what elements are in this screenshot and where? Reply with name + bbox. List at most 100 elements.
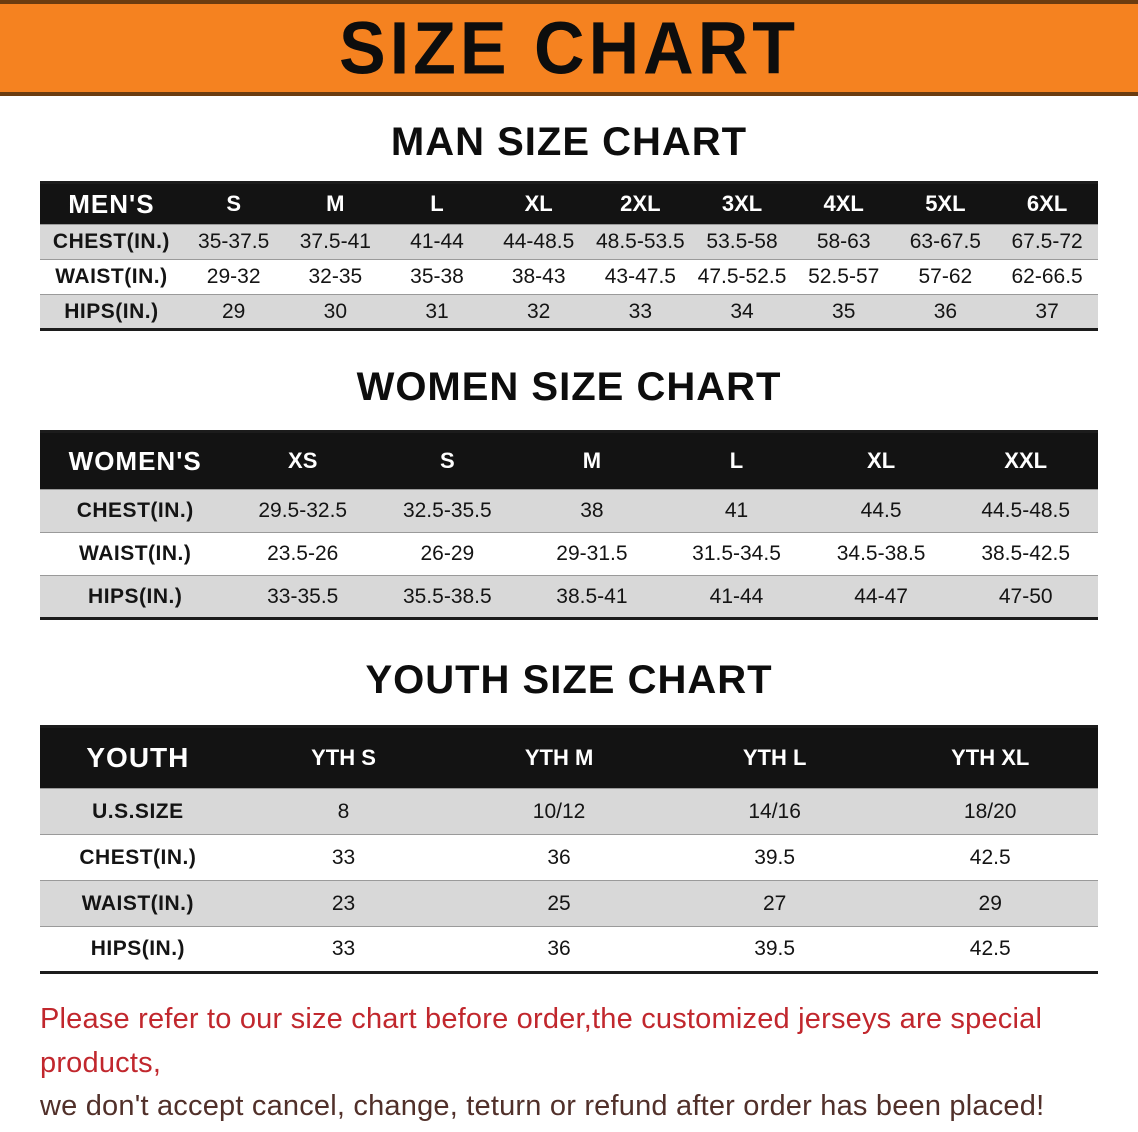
men-chest-in-4xl: 58-63 — [792, 224, 895, 260]
women-waist-in-xs: 23.5-26 — [230, 532, 376, 576]
women-hips-in-s: 35.5-38.5 — [375, 575, 520, 619]
women-waist-in-l: 31.5-34.5 — [664, 532, 809, 576]
men-chest-in-6xl: 67.5-72 — [996, 224, 1098, 260]
men-hips-in-xl: 32 — [487, 294, 590, 330]
youth-row-label-hips-in: HIPS(IN.) — [40, 926, 236, 973]
men-chest-in-xl: 44-48.5 — [487, 224, 590, 260]
men-row-label-chest-in: CHEST(IN.) — [40, 224, 183, 260]
women-col-xs: XS — [230, 431, 376, 490]
men-waist-in-l: 35-38 — [386, 259, 488, 295]
men-hips-in-3xl: 34 — [691, 294, 793, 330]
youth-header-row: YOUTH YTH S YTH M YTH L YTH XL — [40, 726, 1098, 789]
youth-size-table: YOUTH YTH S YTH M YTH L YTH XL U.S.SIZE 8 10/12… — [40, 725, 1098, 974]
women-size-section: WOMEN SIZE CHART WOMEN'S XS S M L XL XXL CHEST(… — [0, 365, 1138, 620]
men-waist-in-5xl: 57-62 — [894, 259, 997, 295]
women-hips-in-l: 41-44 — [664, 575, 809, 619]
women-chest-in-xxl: 44.5-48.5 — [953, 489, 1098, 533]
youth-chest-in-yth-xl: 42.5 — [882, 834, 1098, 881]
men-row-label-hips-in: HIPS(IN.) — [40, 294, 183, 330]
youth-row-label-u-s-size: U.S.SIZE — [40, 788, 236, 835]
men-hips-in-l: 31 — [386, 294, 488, 330]
youth-waist-in-yth-xl: 29 — [882, 880, 1098, 927]
youth-waist-in-yth-l: 27 — [666, 880, 883, 927]
youth-chest-in-yth-s: 33 — [235, 834, 452, 881]
men-hips-in-2xl: 33 — [589, 294, 692, 330]
men-hips-in-5xl: 36 — [894, 294, 997, 330]
men-row-hips-in: HIPS(IN.) 29 30 31 32 33 34 35 36 37 — [40, 294, 1098, 330]
women-col-xxl: XXL — [953, 431, 1098, 490]
disclaimer-line-2: we don't accept cancel, change, teturn o… — [40, 1090, 1045, 1122]
men-col-3xl: 3XL — [691, 182, 793, 225]
women-col-l: L — [664, 431, 809, 490]
men-chest-in-s: 35-37.5 — [182, 224, 285, 260]
men-size-table: MEN'S S M L XL 2XL 3XL 4XL 5XL 6XL CHEST(IN.) 35-37… — [40, 181, 1098, 331]
page-title: SIZE CHART — [339, 6, 799, 90]
men-header-row: MEN'S S M L XL 2XL 3XL 4XL 5XL 6XL — [40, 182, 1098, 225]
women-waist-in-m: 29-31.5 — [519, 532, 665, 576]
women-row-label-chest-in: CHEST(IN.) — [40, 489, 231, 533]
youth-row-chest-in: CHEST(IN.) 33 36 39.5 42.5 — [40, 834, 1098, 881]
men-row-label-waist-in: WAIST(IN.) — [40, 259, 183, 295]
men-hips-in-4xl: 35 — [792, 294, 895, 330]
women-hips-in-xs: 33-35.5 — [230, 575, 376, 619]
disclaimer-line-1: Please refer to our size chart before or… — [40, 1003, 1043, 1079]
men-col-4xl: 4XL — [792, 182, 895, 225]
women-col-s: S — [375, 431, 520, 490]
men-col-m: M — [284, 182, 387, 225]
men-chest-in-m: 37.5-41 — [284, 224, 387, 260]
women-chest-in-xs: 29.5-32.5 — [230, 489, 376, 533]
youth-row-waist-in: WAIST(IN.) 23 25 27 29 — [40, 880, 1098, 927]
men-col-s: S — [182, 182, 285, 225]
youth-col-yth-m: YTH M — [451, 726, 667, 789]
women-row-hips-in: HIPS(IN.) 33-35.5 35.5-38.5 38.5-41 41-44 44-… — [40, 575, 1098, 619]
youth-hips-in-yth-xl: 42.5 — [882, 926, 1098, 973]
youth-chest-in-yth-m: 36 — [451, 834, 667, 881]
men-col-l: L — [386, 182, 488, 225]
men-waist-in-s: 29-32 — [182, 259, 285, 295]
women-chest-in-l: 41 — [664, 489, 809, 533]
women-chest-in-m: 38 — [519, 489, 665, 533]
women-waist-in-xxl: 38.5-42.5 — [953, 532, 1098, 576]
women-chest-in-s: 32.5-35.5 — [375, 489, 520, 533]
women-waist-in-s: 26-29 — [375, 532, 520, 576]
youth-col-yth-xl: YTH XL — [882, 726, 1098, 789]
men-hips-in-6xl: 37 — [996, 294, 1098, 330]
men-hips-in-s: 29 — [182, 294, 285, 330]
men-hips-in-m: 30 — [284, 294, 387, 330]
women-row-chest-in: CHEST(IN.) 29.5-32.5 32.5-35.5 38 41 44.5 44.5… — [40, 489, 1098, 533]
men-section-heading: MAN SIZE CHART — [390, 120, 748, 164]
men-col-5xl: 5XL — [894, 182, 997, 225]
men-chest-in-3xl: 53.5-58 — [691, 224, 793, 260]
youth-hips-in-yth-l: 39.5 — [666, 926, 883, 973]
women-corner-label: WOMEN'S — [40, 431, 231, 490]
youth-row-label-waist-in: WAIST(IN.) — [40, 880, 236, 927]
men-chest-in-l: 41-44 — [386, 224, 488, 260]
men-corner-label: MEN'S — [40, 182, 183, 225]
women-header-row: WOMEN'S XS S M L XL XXL — [40, 431, 1098, 490]
youth-u-s-size-yth-l: 14/16 — [666, 788, 883, 835]
youth-corner-label: YOUTH — [40, 726, 236, 789]
men-chest-in-2xl: 48.5-53.5 — [589, 224, 692, 260]
women-hips-in-xl: 44-47 — [808, 575, 954, 619]
men-row-waist-in: WAIST(IN.) 29-32 32-35 35-38 38-43 43-47.5 47.… — [40, 259, 1098, 295]
youth-u-s-size-yth-s: 8 — [235, 788, 452, 835]
youth-hips-in-yth-m: 36 — [451, 926, 667, 973]
women-row-waist-in: WAIST(IN.) 23.5-26 26-29 29-31.5 31.5-34.5 34… — [40, 532, 1098, 576]
men-col-2xl: 2XL — [589, 182, 692, 225]
youth-row-hips-in: HIPS(IN.) 33 36 39.5 42.5 — [40, 926, 1098, 973]
men-waist-in-3xl: 47.5-52.5 — [691, 259, 793, 295]
women-size-table: WOMEN'S XS S M L XL XXL CHEST(IN.) 29.5-32.5 32.5… — [40, 430, 1098, 620]
men-col-6xl: 6XL — [996, 182, 1098, 225]
youth-u-s-size-yth-m: 10/12 — [451, 788, 667, 835]
men-waist-in-xl: 38-43 — [487, 259, 590, 295]
women-col-m: M — [519, 431, 665, 490]
youth-section-heading: YOUTH SIZE CHART — [365, 658, 773, 702]
youth-waist-in-yth-s: 23 — [235, 880, 452, 927]
men-chest-in-5xl: 63-67.5 — [894, 224, 997, 260]
men-waist-in-2xl: 43-47.5 — [589, 259, 692, 295]
men-waist-in-4xl: 52.5-57 — [792, 259, 895, 295]
youth-chest-in-yth-l: 39.5 — [666, 834, 883, 881]
men-size-section: MAN SIZE CHART MEN'S S M L XL 2XL 3XL 4XL 5XL 6XL… — [0, 120, 1138, 331]
youth-hips-in-yth-s: 33 — [235, 926, 452, 973]
